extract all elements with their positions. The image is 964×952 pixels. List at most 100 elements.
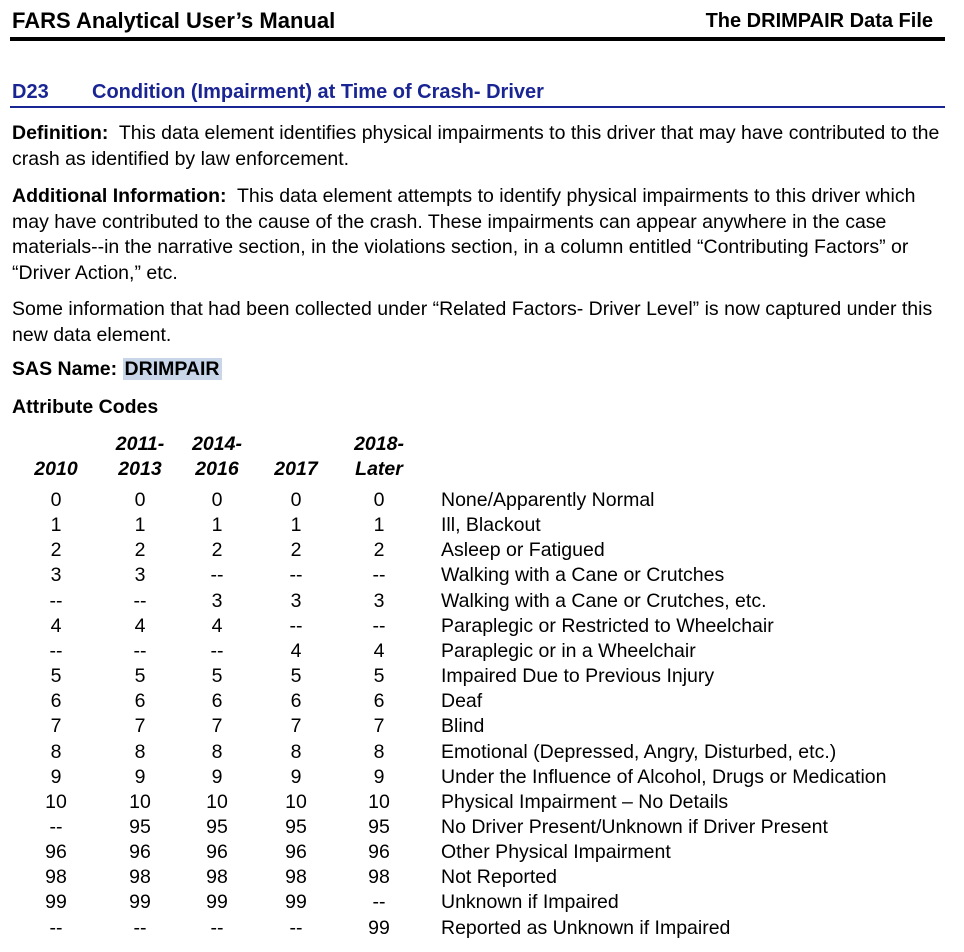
table-row: 98 98 98 98 98 Not Reported: [0, 866, 964, 891]
data-file-title: The DRIMPAIR Data File: [705, 10, 933, 32]
code-cell: --: [133, 916, 147, 939]
code-cell: --: [372, 564, 386, 587]
code-cell: 7: [211, 715, 223, 738]
code-cell: 7: [50, 715, 62, 738]
attribute-label: Other Physical Impairment: [441, 841, 671, 864]
sas-name-label: SAS Name:: [12, 358, 118, 380]
table-row: 8 8 8 8 8 Emotional (Depressed, Angry, Distur…: [0, 741, 964, 766]
section-rule: [10, 106, 945, 108]
attribute-codes-heading: Attribute Codes: [12, 396, 159, 418]
code-cell: 8: [290, 740, 302, 763]
code-cell: 95: [129, 815, 151, 838]
code-cell: --: [49, 815, 63, 838]
code-cell: 98: [129, 866, 151, 889]
table-row: 9 9 9 9 9 Under the Influence of Alcohol, Dru…: [0, 766, 964, 791]
code-cell: 96: [206, 841, 228, 864]
code-cell: 5: [211, 665, 223, 688]
code-cell: 6: [211, 690, 223, 713]
code-cell: 98: [285, 866, 307, 889]
code-cell: 7: [134, 715, 146, 738]
attribute-label: Ill, Blackout: [441, 514, 541, 537]
code-cell: 96: [368, 841, 390, 864]
attribute-label: Reported as Unknown if Impaired: [441, 916, 731, 939]
column-header-line2: 2013: [118, 458, 162, 480]
attribute-label: Walking with a Cane or Crutches, etc.: [441, 589, 767, 612]
code-cell: 7: [373, 715, 385, 738]
manual-title: FARS Analytical User’s Manual: [12, 8, 336, 33]
attribute-label: Physical Impairment – No Details: [441, 790, 729, 813]
code-cell: 2: [50, 539, 62, 562]
code-cell: 0: [373, 489, 385, 511]
code-cell: 1: [134, 514, 146, 537]
code-cell: 96: [285, 841, 307, 864]
table-row: 7 7 7 7 7 Blind: [0, 715, 964, 740]
code-cell: --: [289, 916, 303, 939]
additional-info-text: This data element attempts to identify p…: [12, 185, 916, 284]
code-cell: 96: [129, 841, 151, 864]
code-cell: 9: [50, 765, 62, 788]
code-cell: --: [49, 589, 63, 612]
code-cell: 1: [50, 514, 62, 537]
code-cell: 2: [211, 539, 223, 562]
additional-info-label: Additional Information:: [12, 185, 227, 207]
code-cell: 10: [45, 790, 67, 813]
table-row: 99 99 99 99 -- Unknown if Impaired: [0, 891, 964, 916]
code-cell: 9: [211, 765, 223, 788]
code-cell: --: [133, 639, 147, 662]
code-cell: 3: [134, 564, 146, 587]
code-cell: 6: [290, 690, 302, 713]
code-cell: 5: [50, 665, 62, 688]
code-cell: 99: [45, 891, 67, 914]
column-header-line1: 2014-: [192, 433, 242, 455]
table-row: 5 5 5 5 5 Impaired Due to Previous Injury: [0, 665, 964, 690]
code-cell: --: [210, 639, 224, 662]
code-cell: --: [289, 564, 303, 587]
code-cell: 96: [45, 841, 67, 864]
attribute-label: Under the Influence of Alcohol, Drugs or…: [441, 765, 887, 788]
code-cell: 3: [211, 589, 223, 612]
code-cell: 0: [290, 489, 302, 511]
code-cell: 3: [373, 589, 385, 612]
code-cell: 5: [290, 665, 302, 688]
table-row: 1 1 1 1 1 Ill, Blackout: [0, 514, 964, 539]
code-cell: 3: [50, 564, 62, 587]
table-row: 4 4 4 -- -- Paraplegic or Restricted to Wheel…: [0, 615, 964, 640]
code-cell: 4: [211, 614, 223, 637]
attribute-label: Paraplegic or Restricted to Wheelchair: [441, 614, 774, 637]
code-cell: 10: [129, 790, 151, 813]
code-cell: 9: [373, 765, 385, 788]
code-cell: 98: [368, 866, 390, 889]
code-cell: 2: [290, 539, 302, 562]
table-row: -- -- 3 3 3 Walking with a Cane or Crutches, …: [0, 590, 964, 615]
attribute-label: Not Reported: [441, 866, 557, 889]
code-cell: 2: [373, 539, 385, 562]
code-cell: 99: [368, 916, 390, 939]
table-row: -- -- -- 4 4 Paraplegic or in a Wheelchair: [0, 640, 964, 665]
code-cell: 95: [368, 815, 390, 838]
table-row: -- -- -- -- 99 Reported as Unknown if Impaire…: [0, 917, 964, 942]
code-cell: 98: [206, 866, 228, 889]
code-cell: 9: [134, 765, 146, 788]
code-cell: 3: [290, 589, 302, 612]
code-cell: --: [372, 614, 386, 637]
column-header-line2: 2016: [195, 458, 239, 480]
table-row: 3 3 -- -- -- Walking with a Cane or Crutches: [0, 564, 964, 589]
definition-text: This data element identifies physical im…: [12, 122, 940, 170]
code-cell: 9: [290, 765, 302, 788]
code-cell: 0: [211, 489, 223, 511]
code-cell: 1: [290, 514, 302, 537]
code-cell: 10: [206, 790, 228, 813]
code-cell: 0: [134, 489, 146, 511]
attribute-label: No Driver Present/Unknown if Driver Pres…: [441, 815, 828, 838]
column-header-line2: Later: [355, 458, 403, 480]
code-cell: --: [133, 589, 147, 612]
code-cell: --: [210, 916, 224, 939]
attribute-label: Asleep or Fatigued: [441, 539, 605, 562]
definition-label: Definition:: [12, 122, 109, 144]
code-cell: 4: [134, 614, 146, 637]
code-cell: 10: [368, 790, 390, 813]
column-header-line2: 2017: [274, 458, 318, 480]
code-cell: 99: [285, 891, 307, 914]
code-cell: 8: [211, 740, 223, 763]
code-cell: 4: [373, 639, 385, 662]
